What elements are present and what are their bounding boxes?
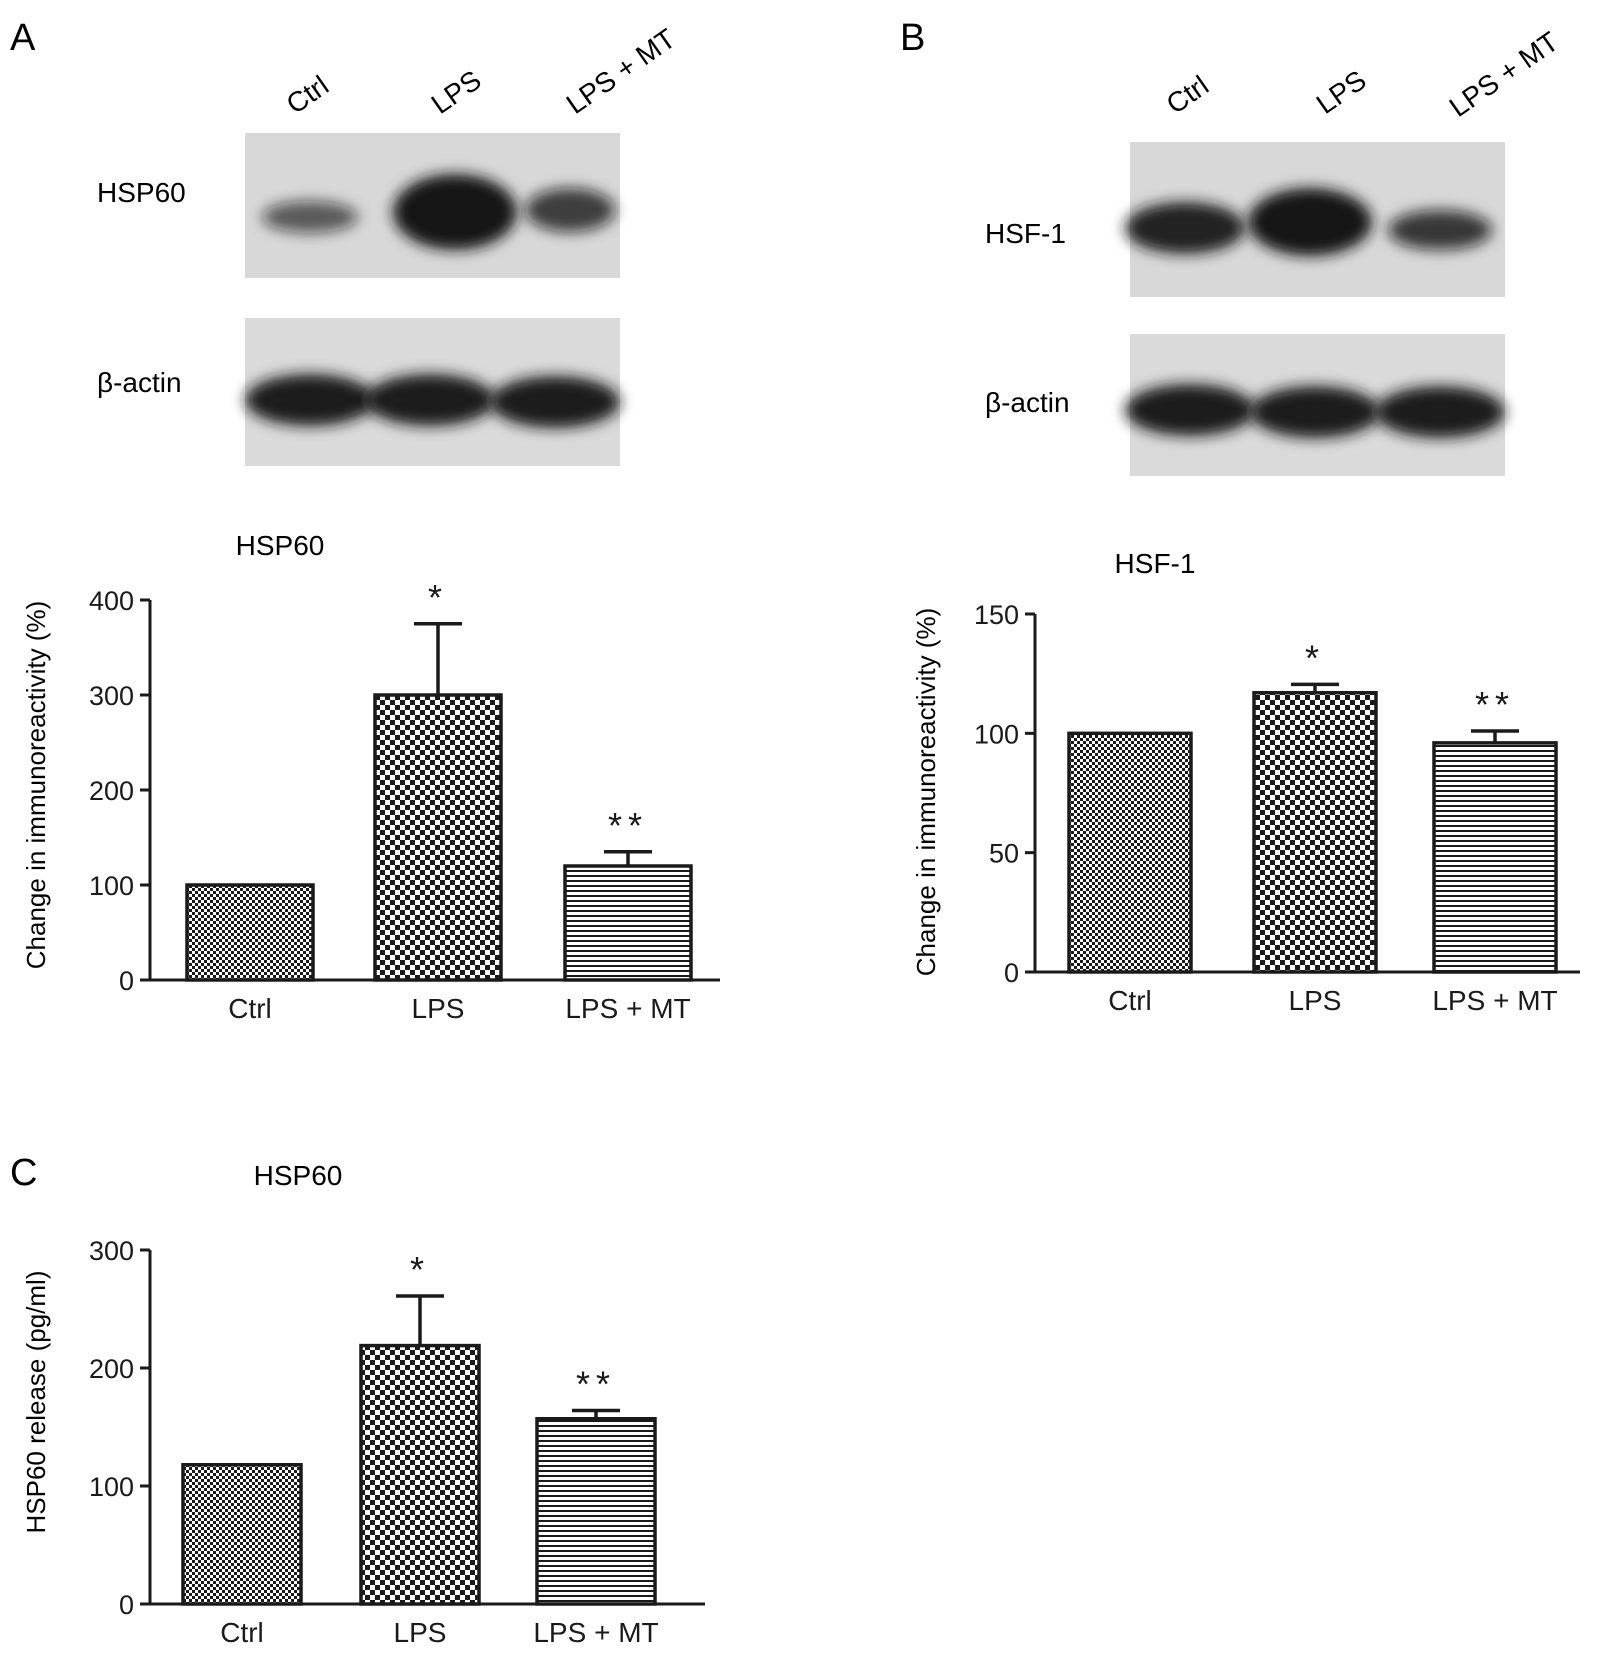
- blot-b-band: [1125, 202, 1245, 254]
- bar: [563, 864, 693, 982]
- blot-a-band: [490, 376, 620, 428]
- y-axis-label: HSP60 release (pg/ml): [21, 1271, 51, 1534]
- blot-a-row-label: β-actin: [97, 367, 182, 398]
- significance-mark: **: [1475, 684, 1515, 725]
- bar: [373, 693, 503, 982]
- y-axis-label: Change in immunoreactivity (%): [21, 601, 51, 969]
- chart-c-plot: 0 100 200 300 Ctrl LPS * LPS + MT **: [89, 1236, 705, 1648]
- x-tick-label: LPS: [412, 993, 465, 1024]
- panel-label-c: C: [10, 1152, 37, 1194]
- chart-b: HSF-1 Change in immunoreactivity (%) 0 50…: [911, 548, 1580, 1016]
- chart-b-plot: 0 50 100 150 Ctrl LPS * LPS + MT **: [974, 600, 1580, 1016]
- blot-b-band: [1248, 188, 1372, 256]
- y-tick-label: 200: [89, 776, 134, 806]
- y-tick-label: 300: [89, 1236, 134, 1266]
- bar: [1252, 691, 1378, 974]
- y-tick-label: 50: [989, 839, 1019, 869]
- bar: [535, 1416, 657, 1606]
- significance-mark: *: [1305, 637, 1325, 678]
- bar: [185, 883, 315, 982]
- panel-label-a: A: [10, 17, 36, 59]
- x-tick-label: Ctrl: [228, 993, 272, 1024]
- x-tick-label: Ctrl: [1108, 985, 1152, 1016]
- y-tick-label: 0: [1004, 958, 1019, 988]
- blot-a-band: [393, 174, 517, 250]
- blot-b: Ctrl LPS LPS + MT HSF-1 β-actin: [985, 26, 1564, 476]
- significance-mark: **: [608, 805, 648, 846]
- y-tick-label: 150: [974, 600, 1019, 630]
- bar: [1067, 731, 1193, 974]
- blot-b-band: [1125, 384, 1255, 436]
- y-tick-label: 200: [89, 1354, 134, 1384]
- chart-a-plot: 0 100 200 300 400 Ctrl LPS * LPS + MT **: [89, 577, 720, 1024]
- x-tick-label: LPS + MT: [533, 1617, 658, 1648]
- chart-title: HSF-1: [1115, 548, 1196, 579]
- blot-a-band: [365, 374, 495, 426]
- blot-a-lane-label: LPS + MT: [561, 23, 681, 120]
- y-tick-label: 0: [119, 1590, 134, 1620]
- y-tick-label: 100: [974, 719, 1019, 749]
- significance-mark: *: [428, 577, 448, 618]
- blot-a: Ctrl LPS LPS + MT HSP60 β-actin: [97, 23, 681, 466]
- bar: [181, 1463, 303, 1606]
- chart-title: HSP60: [254, 1160, 343, 1191]
- significance-mark: **: [576, 1363, 616, 1404]
- blot-b-lane-label: LPS + MT: [1444, 26, 1564, 123]
- blot-a-lane-label: LPS: [426, 64, 487, 120]
- significance-mark: *: [410, 1249, 430, 1290]
- x-tick-label: LPS + MT: [565, 993, 690, 1024]
- x-tick-label: LPS: [394, 1617, 447, 1648]
- y-tick-label: 100: [89, 871, 134, 901]
- blot-b-lane-label: Ctrl: [1161, 70, 1214, 120]
- blot-a-band: [262, 201, 358, 233]
- bar: [359, 1343, 481, 1606]
- bar: [1432, 741, 1558, 974]
- panel-label-b: B: [900, 17, 925, 59]
- blot-b-row-label: β-actin: [985, 387, 1070, 418]
- blot-a-band: [525, 188, 615, 232]
- blot-a-row-label: HSP60: [97, 177, 186, 208]
- blot-b-band: [1375, 386, 1505, 438]
- y-tick-label: 300: [89, 681, 134, 711]
- blot-b-band: [1388, 210, 1492, 250]
- x-tick-label: LPS: [1289, 985, 1342, 1016]
- blot-b-band: [1250, 386, 1380, 438]
- y-tick-label: 0: [119, 966, 134, 996]
- x-tick-label: Ctrl: [220, 1617, 264, 1648]
- chart-a: HSP60 Change in immunoreactivity (%) 0 10…: [21, 530, 720, 1024]
- chart-c: HSP60 HSP60 release (pg/ml) 0 100 200 300 Ct…: [21, 1160, 705, 1648]
- y-axis-label: Change in immunoreactivity (%): [911, 608, 941, 976]
- blot-a-lane-label: Ctrl: [281, 70, 334, 120]
- blot-b-row-label: HSF-1: [985, 218, 1066, 249]
- blot-b-lane-label: LPS: [1311, 64, 1372, 120]
- y-tick-label: 400: [89, 586, 134, 616]
- x-tick-label: LPS + MT: [1432, 985, 1557, 1016]
- blot-a-band: [245, 374, 375, 426]
- chart-title: HSP60: [236, 530, 325, 561]
- y-tick-label: 100: [89, 1472, 134, 1502]
